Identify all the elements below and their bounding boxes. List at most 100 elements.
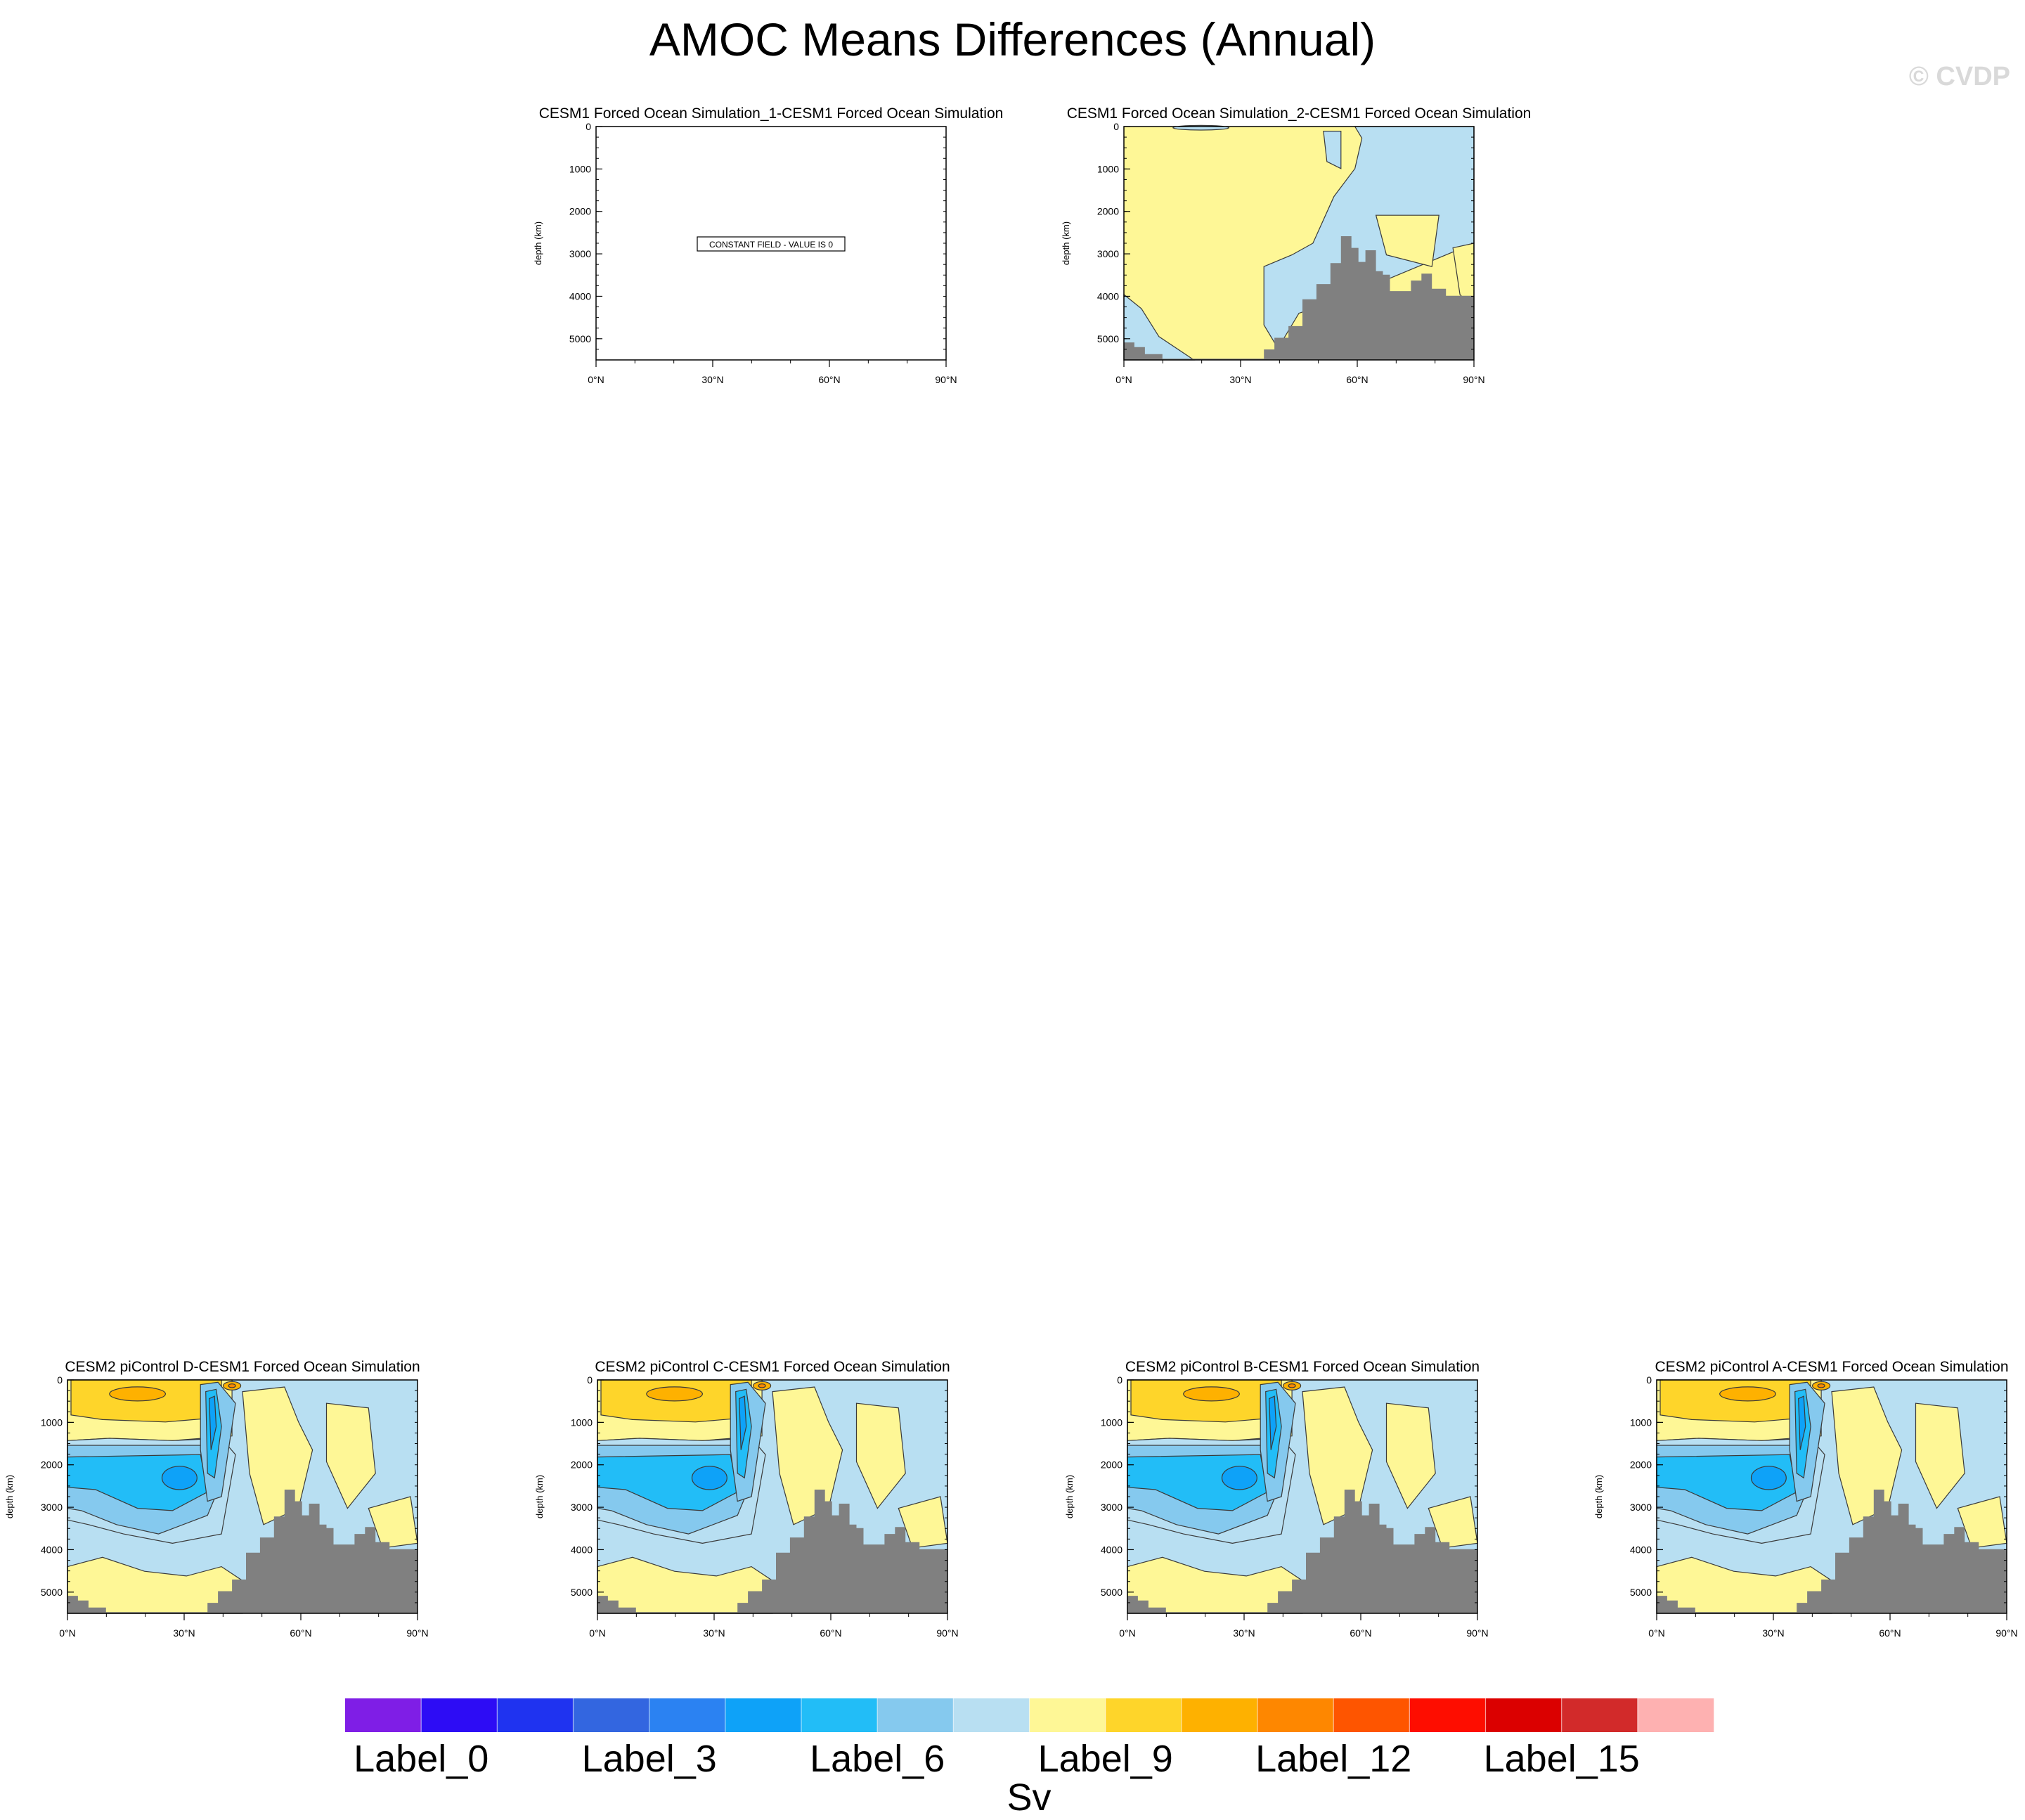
y-tick-label: 3000 <box>1097 248 1119 259</box>
contour-region <box>209 1395 217 1450</box>
x-tick-label: 90°N <box>1466 1627 1488 1639</box>
panel-title: CESM2 piControl D-CESM1 Forced Ocean Sim… <box>65 1359 420 1375</box>
y-tick-label: 1000 <box>569 163 591 174</box>
y-tick-label: 1000 <box>1097 163 1119 174</box>
x-tick-label: 60°N <box>820 1627 841 1639</box>
x-tick-label: 30°N <box>701 374 723 385</box>
colorbar-swatch <box>801 1698 878 1732</box>
y-tick-label: 2000 <box>1101 1459 1123 1471</box>
panel-1: CONSTANT FIELD - VALUE IS 0 CESM1 Forced … <box>533 105 1003 385</box>
y-tick-label: 2000 <box>569 206 591 217</box>
y-tick-label: 3000 <box>1630 1502 1652 1513</box>
y-tick-label: 3000 <box>569 248 591 259</box>
constant-field-frame <box>697 236 846 252</box>
x-tick-label: 30°N <box>1229 374 1251 385</box>
panel-2: CESM1 Forced Ocean Simulation_2-CESM1 Fo… <box>1061 105 1531 385</box>
y-axis-label: depth (km) <box>534 1475 545 1518</box>
panel-title: CESM2 piControl B-CESM1 Forced Ocean Sim… <box>1125 1359 1480 1375</box>
panel-title: CESM2 piControl A-CESM1 Forced Ocean Sim… <box>1655 1359 2008 1375</box>
contour-region <box>1831 1386 1903 1525</box>
colorbar-swatch <box>345 1698 422 1732</box>
contour-region <box>228 1383 236 1388</box>
colorbar: Label_0 Label_3 Label_6 Label_9 Label_12 Labe… <box>345 1698 1714 1819</box>
contour-region <box>161 1466 198 1490</box>
watermark: © CVDP <box>1908 62 2010 91</box>
x-tick-label: 0°N <box>588 374 604 385</box>
contour-region <box>855 1402 906 1509</box>
y-tick-label: 2000 <box>571 1459 593 1471</box>
y-tick-label: 4000 <box>571 1544 593 1555</box>
panel-6: CESM2 piControl A-CESM1 Forced Ocean Sim… <box>1593 1359 2018 1639</box>
x-tick-label: 90°N <box>1463 374 1484 385</box>
y-tick-label: 5000 <box>569 333 591 344</box>
y-tick-label: 1000 <box>41 1416 63 1428</box>
colorbar-swatch <box>1409 1698 1486 1732</box>
contour-region <box>1385 1402 1436 1509</box>
y-tick-label: 2000 <box>1097 206 1119 217</box>
constant-field-label: CONSTANT FIELD - VALUE IS 0 <box>709 240 833 250</box>
contour-region <box>109 1386 167 1402</box>
colorbar-swatch <box>1257 1698 1334 1732</box>
panel-title: CESM2 piControl C-CESM1 Forced Ocean Sim… <box>595 1359 950 1375</box>
x-tick-label: 30°N <box>703 1627 725 1639</box>
x-tick-label: 60°N <box>1350 1627 1371 1639</box>
y-tick-label: 0 <box>587 1374 593 1386</box>
contour-region <box>739 1395 747 1450</box>
contour-region <box>1183 1386 1240 1402</box>
y-axis-label: depth (km) <box>1064 1475 1075 1518</box>
contour-region <box>1915 1402 1965 1509</box>
x-tick-label: 60°N <box>818 374 840 385</box>
bathymetry-land <box>1124 236 1474 360</box>
y-tick-label: 5000 <box>571 1587 593 1598</box>
x-tick-label: 60°N <box>290 1627 311 1639</box>
contour-region <box>1798 1395 1806 1450</box>
x-tick-label: 0°N <box>1648 1627 1665 1639</box>
bathymetry-land <box>1127 1490 1477 1613</box>
contour-region <box>1269 1395 1277 1450</box>
colorbar-swatch <box>1029 1698 1106 1732</box>
y-tick-label: 0 <box>1117 1374 1123 1386</box>
y-tick-label: 5000 <box>1630 1587 1652 1598</box>
colorbar-label: Label_3 <box>582 1738 717 1780</box>
colorbar-swatch <box>725 1698 802 1732</box>
colorbar-swatch <box>1637 1698 1714 1732</box>
colorbar-label: Label_6 <box>810 1738 945 1780</box>
x-tick-label: 0°N <box>59 1627 76 1639</box>
y-tick-label: 0 <box>1646 1374 1652 1386</box>
bathymetry-land <box>597 1490 947 1613</box>
panel-5: CESM2 piControl B-CESM1 Forced Ocean Sim… <box>1064 1359 1489 1639</box>
x-tick-label: 90°N <box>406 1627 428 1639</box>
colorbar-unit: Sv <box>1007 1776 1051 1819</box>
colorbar-label: Label_0 <box>354 1738 489 1780</box>
y-tick-label: 4000 <box>1101 1544 1123 1555</box>
x-tick-label: 30°N <box>1762 1627 1784 1639</box>
x-tick-label: 90°N <box>935 374 957 385</box>
y-axis-label: depth (km) <box>1593 1475 1604 1518</box>
colorbar-swatch <box>1105 1698 1182 1732</box>
colorbar-swatch <box>497 1698 574 1732</box>
panel-3: CESM2 piControl D-CESM1 Forced Ocean Sim… <box>4 1359 429 1639</box>
colorbar-swatch <box>421 1698 498 1732</box>
contour-region <box>758 1383 766 1388</box>
y-tick-label: 3000 <box>1101 1502 1123 1513</box>
y-tick-label: 0 <box>1113 121 1119 132</box>
colorbar-swatch <box>649 1698 726 1732</box>
x-tick-label: 90°N <box>1995 1627 2017 1639</box>
contour-region <box>1660 1379 1811 1423</box>
y-axis-label: depth (km) <box>4 1475 15 1518</box>
panel-title: CESM1 Forced Ocean Simulation_1-CESM1 Fo… <box>539 105 1004 122</box>
y-tick-label: 4000 <box>1097 290 1119 302</box>
constant-field-box: CONSTANT FIELD - VALUE IS 0 <box>697 236 846 252</box>
y-tick-label: 3000 <box>41 1502 63 1513</box>
contour-region <box>1375 214 1440 267</box>
y-tick-label: 1000 <box>1630 1416 1652 1428</box>
contour-region <box>325 1402 376 1509</box>
colorbar-swatch <box>573 1698 649 1732</box>
y-tick-label: 4000 <box>1630 1544 1652 1555</box>
y-axis-label: depth (km) <box>1061 221 1071 265</box>
x-tick-label: 90°N <box>936 1627 958 1639</box>
panel-4: CESM2 piControl C-CESM1 Forced Ocean Sim… <box>534 1359 959 1639</box>
contour-region <box>1221 1466 1257 1490</box>
x-tick-label: 30°N <box>173 1627 195 1639</box>
colorbar-swatch <box>877 1698 954 1732</box>
